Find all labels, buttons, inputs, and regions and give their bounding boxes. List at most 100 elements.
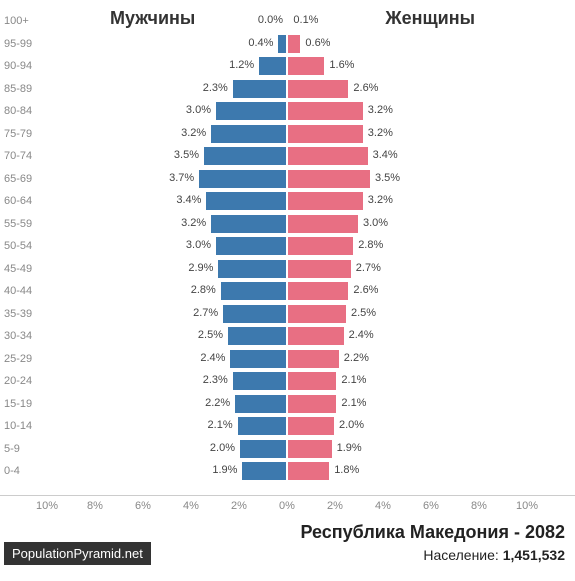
source-badge: PopulationPyramid.net [4, 542, 151, 565]
x-tick: 4% [375, 500, 391, 512]
age-label: 40-44 [0, 280, 44, 303]
pyramid-row: 45-492.9%2.7% [0, 258, 575, 281]
age-label: 90-94 [0, 55, 44, 78]
population-pyramid-chart: Мужчины Женщины 100+0.0%0.1%95-990.4%0.6… [0, 0, 575, 510]
male-bar [215, 236, 287, 256]
female-bar [287, 124, 364, 144]
population-label: Население: [423, 547, 502, 563]
x-tick: 8% [87, 500, 103, 512]
age-label: 80-84 [0, 100, 44, 123]
female-bar [287, 394, 337, 414]
male-bar [215, 101, 287, 121]
female-value: 2.0% [339, 419, 364, 431]
age-label: 10-14 [0, 415, 44, 438]
male-value: 0.4% [248, 37, 273, 49]
x-tick: 6% [135, 500, 151, 512]
male-bar [237, 416, 287, 436]
male-bar [232, 371, 287, 391]
pyramid-row: 75-793.2%3.2% [0, 123, 575, 146]
age-label: 25-29 [0, 348, 44, 371]
male-value: 2.3% [203, 82, 228, 94]
female-bar [287, 416, 335, 436]
male-value: 3.2% [181, 217, 206, 229]
age-label: 55-59 [0, 213, 44, 236]
female-bar [287, 326, 345, 346]
age-label: 30-34 [0, 325, 44, 348]
male-bar [234, 394, 287, 414]
x-axis: 10%8%6%4%2%0%2%4%6%8%10% [0, 495, 575, 516]
male-bar [205, 191, 287, 211]
x-tick: 4% [183, 500, 199, 512]
female-value: 3.5% [375, 172, 400, 184]
male-value: 3.7% [169, 172, 194, 184]
male-value: 2.1% [208, 419, 233, 431]
female-bar [287, 236, 354, 256]
pyramid-row: 35-39 2.7% 2.5% [0, 303, 575, 326]
chart-title: Республика Македония - 2082 [300, 522, 565, 543]
x-tick: 0% [279, 500, 295, 512]
pyramid-row: 60-64 3.4% 3.2% [0, 190, 575, 213]
age-label: 60-64 [0, 190, 44, 213]
female-bar [287, 214, 359, 234]
male-bar [210, 214, 287, 234]
male-value: 2.0% [210, 442, 235, 454]
age-label: 15-19 [0, 393, 44, 416]
pyramid-row: 30-342.5%2.4% [0, 325, 575, 348]
x-tick: 2% [327, 500, 343, 512]
male-bar [217, 259, 287, 279]
pyramid-row: 95-99 0.4% 0.6% [0, 33, 575, 56]
male-bar [232, 79, 287, 99]
female-value: 2.8% [358, 239, 383, 251]
female-bar [287, 79, 349, 99]
pyramid-row: 20-242.3%2.1% [0, 370, 575, 393]
male-bar [258, 56, 287, 76]
age-label: 85-89 [0, 78, 44, 101]
female-value: 3.2% [368, 127, 393, 139]
male-value: 1.2% [229, 59, 254, 71]
female-value: 3.2% [368, 194, 393, 206]
age-label: 0-4 [0, 460, 44, 483]
pyramid-row: 50-543.0%2.8% [0, 235, 575, 258]
age-label: 20-24 [0, 370, 44, 393]
age-label: 70-74 [0, 145, 44, 168]
age-label: 35-39 [0, 303, 44, 326]
female-bar [287, 349, 340, 369]
male-value: 2.3% [203, 374, 228, 386]
male-value: 1.9% [212, 464, 237, 476]
male-value: 3.4% [176, 194, 201, 206]
female-bar [287, 259, 352, 279]
male-bar [203, 146, 287, 166]
male-bar [198, 169, 287, 189]
female-value: 2.6% [353, 82, 378, 94]
female-bar [287, 304, 347, 324]
female-bar [287, 281, 349, 301]
male-value: 2.7% [193, 307, 218, 319]
male-value: 3.0% [186, 239, 211, 251]
male-bar [229, 349, 287, 369]
female-bar [287, 101, 364, 121]
female-bar [287, 371, 337, 391]
female-value: 0.6% [305, 37, 330, 49]
pyramid-row: 55-593.2%3.0% [0, 213, 575, 236]
male-bar [210, 124, 287, 144]
male-bar [222, 304, 287, 324]
pyramid-row: 80-84 3.0% 3.2% [0, 100, 575, 123]
female-bar [287, 56, 325, 76]
female-value: 2.5% [351, 307, 376, 319]
female-value: 1.6% [329, 59, 354, 71]
female-value: 2.2% [344, 352, 369, 364]
female-bar [287, 191, 364, 211]
age-label: 45-49 [0, 258, 44, 281]
female-value: 3.2% [368, 104, 393, 116]
female-bar [287, 169, 371, 189]
pyramid-row: 0-41.9%1.8% [0, 460, 575, 483]
male-bar [241, 461, 287, 481]
female-value: 0.1% [293, 14, 318, 26]
male-value: 2.2% [205, 397, 230, 409]
male-value: 2.5% [198, 329, 223, 341]
male-value: 3.0% [186, 104, 211, 116]
pyramid-row: 15-192.2%2.1% [0, 393, 575, 416]
age-label: 95-99 [0, 33, 44, 56]
pyramid-row: 10-14 2.1% 2.0% [0, 415, 575, 438]
pyramid-row: 5-92.0%1.9% [0, 438, 575, 461]
